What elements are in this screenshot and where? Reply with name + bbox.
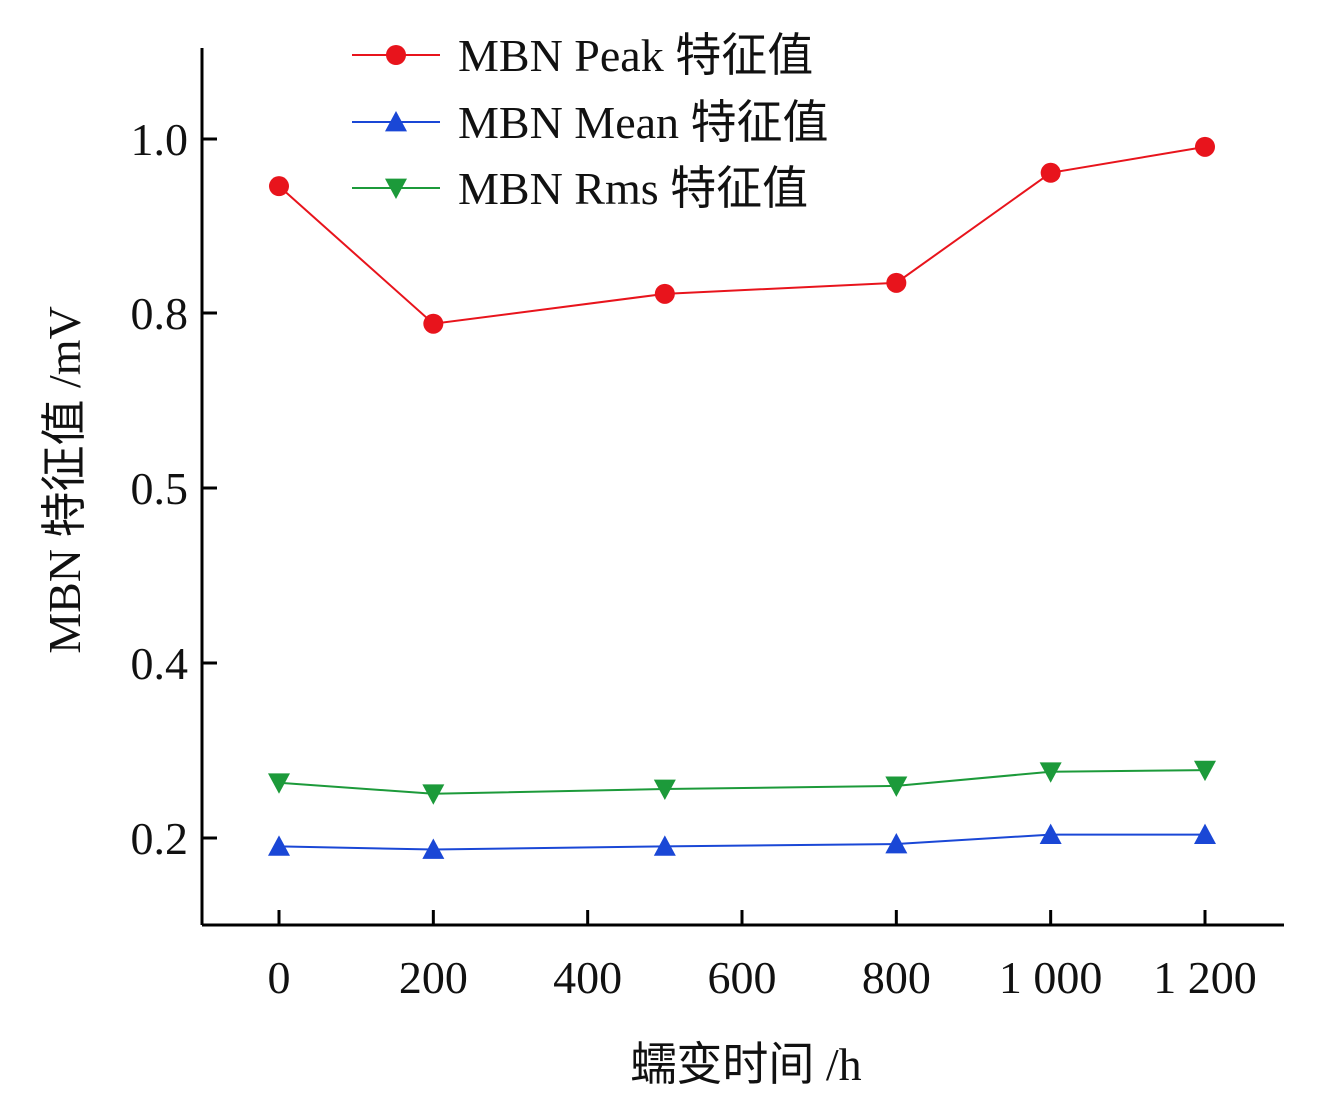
legend-item-2: MBN Mean 特征值: [352, 97, 829, 148]
data-point: [423, 313, 444, 334]
series-2: [268, 823, 1216, 859]
series-3: [268, 760, 1216, 805]
y-tick-label: 1.0: [131, 114, 189, 165]
x-tick-label: 1 200: [1153, 952, 1257, 1003]
data-point: [422, 838, 445, 859]
data-point: [1039, 823, 1062, 844]
data-point: [268, 773, 290, 794]
y-tick-label: 0.2: [131, 813, 189, 864]
series-line: [278, 145, 1206, 325]
x-tick-label: 200: [399, 952, 468, 1003]
data-point: [1194, 760, 1216, 782]
x-tick-label: 800: [862, 952, 931, 1003]
x-tick-label: 1 000: [999, 952, 1103, 1003]
data-point: [422, 784, 445, 805]
y-tick-label: 0.8: [131, 288, 189, 339]
data-point: [1194, 823, 1216, 844]
y-axis-title: MBN 特征值 /mV: [39, 306, 90, 654]
data-point: [653, 835, 676, 856]
legend: MBN Peak 特征值 MBN Mean 特征值 MBN Rms 特征值: [352, 30, 829, 214]
series: [268, 136, 1216, 859]
series-line: [278, 769, 1206, 795]
data-point: [885, 776, 908, 797]
series-line: [278, 833, 1205, 851]
legend-swatch-marker: [385, 111, 407, 132]
legend-label: MBN Rms 特征值: [458, 163, 808, 214]
ticks: 0 200 400 600 800 1 000 1 200 0.2 0.4 0.5 0.8 1.0: [131, 114, 1257, 1003]
legend-item-1: MBN Peak 特征值: [352, 30, 813, 81]
data-point: [1039, 762, 1062, 783]
y-tick-label: 0.5: [131, 463, 189, 514]
x-axis-title: 蠕变时间 /h: [630, 1039, 861, 1090]
x-tick-label: 600: [708, 952, 777, 1003]
data-point: [654, 283, 675, 304]
data-point: [1040, 162, 1061, 183]
legend-item-3: MBN Rms 特征值: [352, 163, 808, 214]
legend-swatch-marker: [385, 178, 407, 199]
legend-swatch-marker: [386, 45, 406, 65]
data-point: [653, 779, 676, 801]
data-point: [885, 833, 908, 854]
series-1: [269, 136, 1215, 334]
legend-label: MBN Peak 特征值: [458, 30, 813, 81]
legend-label: MBN Mean 特征值: [458, 97, 829, 148]
data-point: [1195, 136, 1215, 157]
data-point: [269, 176, 289, 197]
x-tick-label: 400: [553, 952, 622, 1003]
y-tick-label: 0.4: [131, 638, 189, 689]
data-point: [268, 835, 290, 856]
data-point: [886, 272, 907, 293]
x-tick-label: 0: [268, 952, 291, 1003]
